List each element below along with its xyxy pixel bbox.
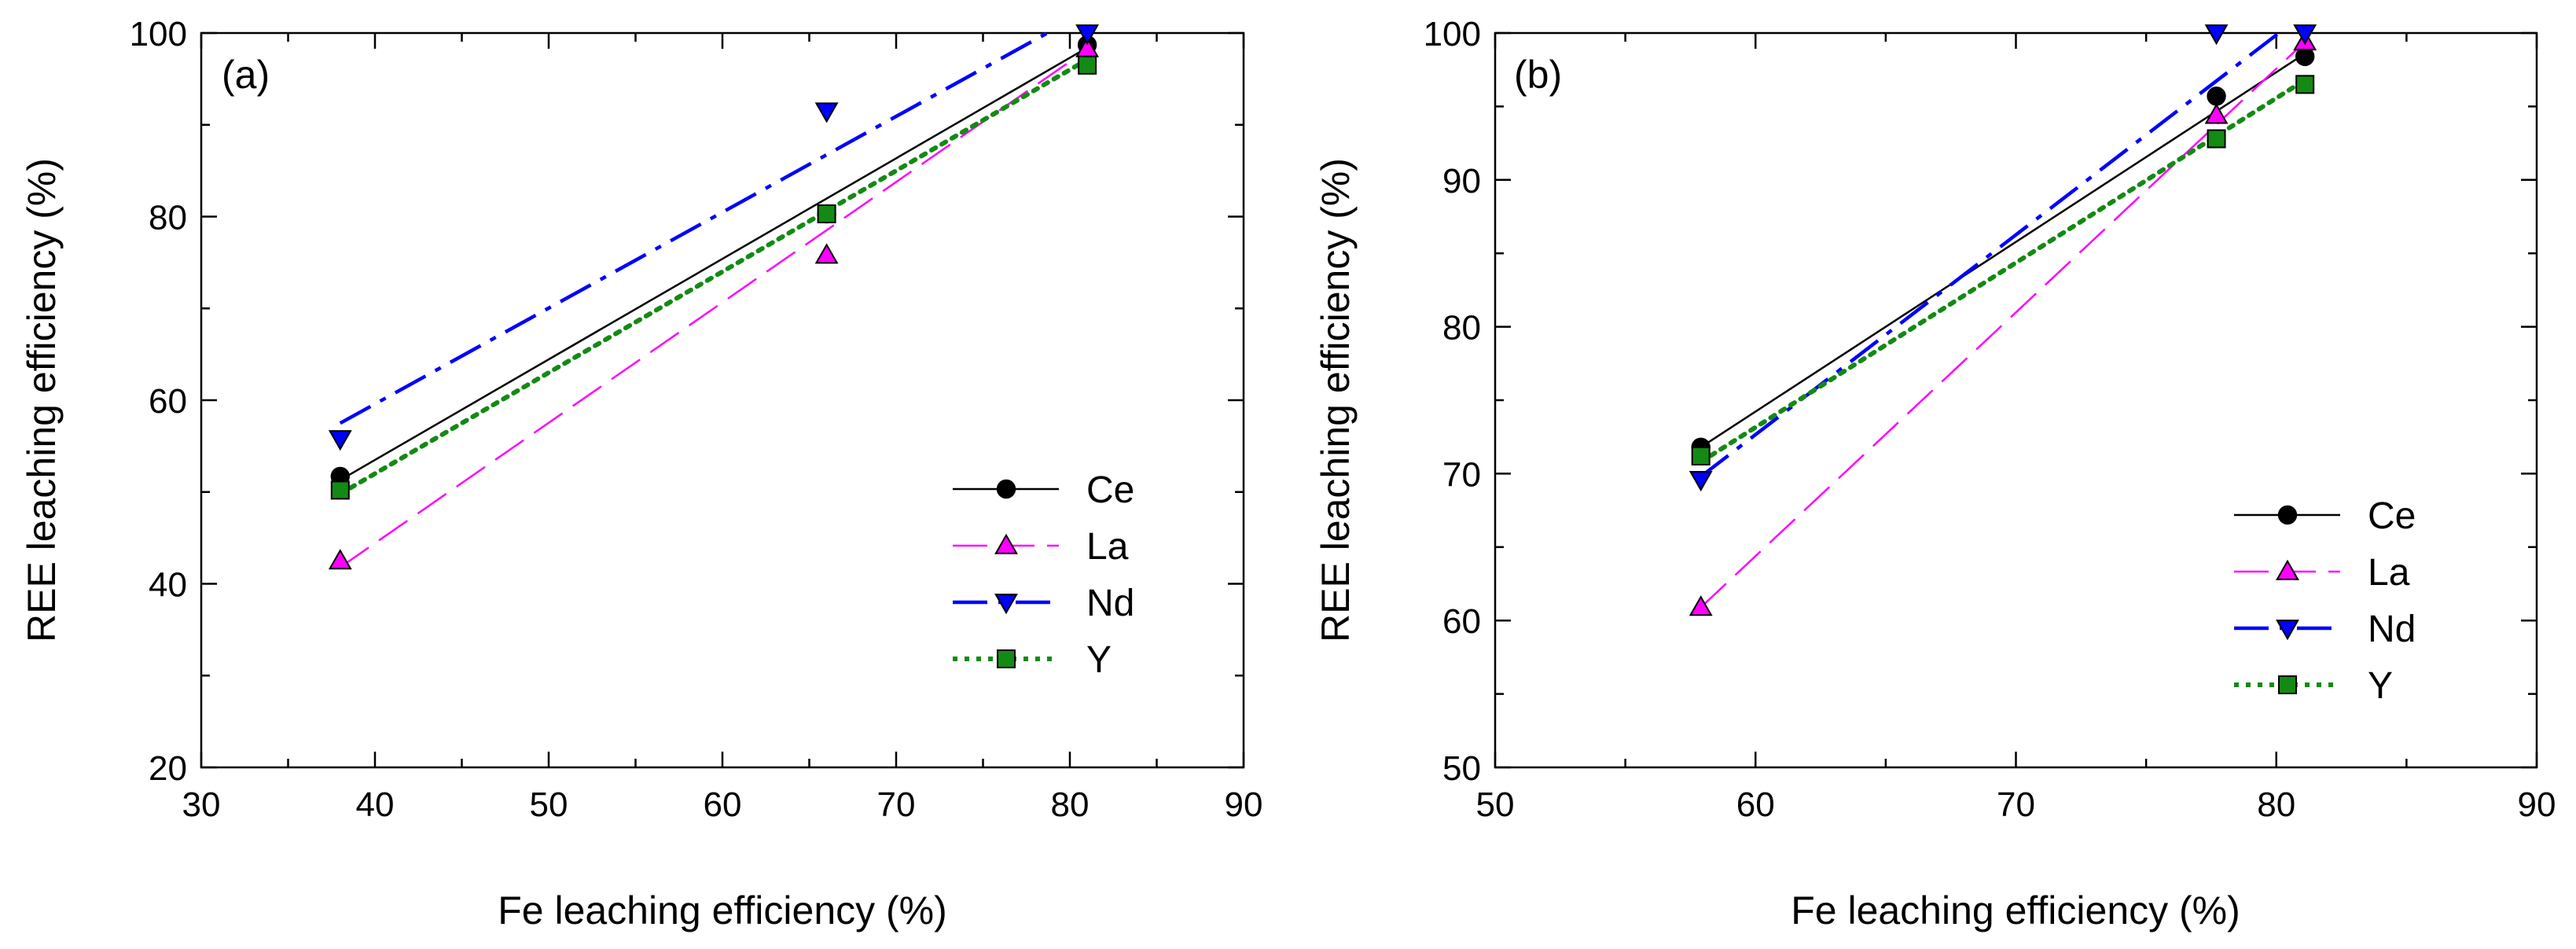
data-point-la-b: [2204, 103, 2229, 124]
x-axis-title-a: Fe leaching efficiency (%): [498, 888, 947, 932]
fit-line-la-b: [1700, 41, 2306, 609]
legend-label-y-a: Y: [1086, 639, 1112, 681]
y-tick-label-a: 60: [149, 382, 187, 421]
y-tick-label-b: 90: [1442, 162, 1481, 200]
legend-label-ce-b: Ce: [2368, 495, 2416, 537]
y-tick-label-b: 50: [1442, 749, 1481, 788]
fit-line-nd-a: [339, 31, 1049, 425]
legend-marker-nd-b: [2276, 620, 2299, 641]
data-point-y-b: [2207, 129, 2226, 149]
data-point-nd-b: [2293, 24, 2317, 46]
x-tick-label-a: 90: [1225, 785, 1263, 824]
x-tick-label-a: 50: [530, 785, 568, 824]
legend-marker-ce-a: [996, 479, 1016, 499]
data-point-nd-a: [814, 102, 839, 123]
fit-line-ce-b: [1700, 53, 2306, 448]
x-tick-label-a: 30: [182, 785, 221, 824]
x-tick-label-a: 80: [1051, 785, 1090, 824]
data-point-y-a: [817, 204, 836, 223]
fit-line-y-b: [1698, 77, 2308, 465]
data-point-y-b: [2295, 75, 2315, 94]
x-tick-label-b: 60: [1736, 785, 1775, 824]
y-axis-title-b: REE leaching efficiency (%): [1314, 158, 1358, 642]
legend-b: Ce La Nd Y: [2234, 495, 2416, 707]
legend-label-la-a: La: [1086, 526, 1129, 568]
legend-marker-ce-b: [2277, 505, 2298, 525]
y-tick-label-b: 100: [1424, 15, 1481, 53]
data-point-nd-a: [1075, 24, 1100, 46]
data-point-y-a: [330, 480, 350, 500]
fit-line-nd-b: [1700, 31, 2280, 478]
y-tick-label-a: 20: [149, 749, 187, 788]
x-tick-label-a: 70: [877, 785, 916, 824]
x-tick-label-a: 60: [704, 785, 742, 824]
legend-marker-nd-a: [994, 594, 1018, 615]
legend-marker-y-b: [2278, 675, 2297, 694]
panel-label-b: (b): [1514, 53, 1562, 97]
legend-label-ce-a: Ce: [1086, 469, 1134, 511]
y-tick-label-a: 80: [149, 199, 187, 237]
data-point-la-a: [814, 243, 839, 264]
x-tick-label-a: 40: [356, 785, 395, 824]
y-tick-label-b: 80: [1442, 309, 1481, 348]
x-axis-title-b: Fe leaching efficiency (%): [1791, 888, 2240, 932]
fit-line-y-a: [337, 57, 1090, 497]
data-point-ce-b: [2207, 86, 2226, 106]
legend-marker-la-b: [2276, 559, 2299, 580]
data-point-la-b: [1689, 595, 1713, 616]
y-tick-label-b: 70: [1442, 455, 1481, 494]
legend-a: Ce La Nd Y: [953, 469, 1134, 681]
y-axis-title-a: REE leaching efficiency (%): [20, 158, 64, 642]
fit-line-la-a: [340, 48, 1088, 568]
data-point-y-b: [1691, 446, 1711, 465]
data-point-nd-b: [1689, 470, 1713, 492]
legend-label-la-b: La: [2368, 552, 2410, 594]
data-point-y-a: [1078, 55, 1097, 75]
x-tick-label-b: 90: [2518, 785, 2556, 824]
y-tick-label-a: 100: [130, 15, 187, 53]
data-point-la-a: [328, 549, 352, 570]
legend-label-y-b: Y: [2368, 665, 2393, 707]
plot-frame-b: [1494, 31, 2538, 769]
legend-marker-y-a: [997, 649, 1016, 668]
y-tick-label-a: 40: [149, 566, 187, 605]
x-tick-label-b: 70: [1997, 785, 2035, 824]
panel-label-a: (a): [222, 53, 270, 97]
fit-line-ce-a: [340, 46, 1088, 481]
x-tick-label-b: 50: [1476, 785, 1515, 824]
legend-label-nd-b: Nd: [2368, 609, 2416, 650]
legend-marker-la-a: [994, 533, 1018, 554]
x-tick-label-b: 80: [2257, 785, 2295, 824]
data-point-nd-a: [328, 430, 352, 451]
legend-label-nd-a: Nd: [1086, 583, 1134, 624]
chart-panel-b: 50 60 70 80 90 50 60 70 80 90 100 (b) Fe leaching …: [1314, 15, 2556, 932]
chart-panel-a: 30 40 50 60 70 80 90 20 40 60 80 100 (a) Fe leachin…: [20, 15, 1262, 932]
y-tick-label-b: 60: [1442, 602, 1481, 641]
data-point-nd-b: [2204, 24, 2229, 46]
